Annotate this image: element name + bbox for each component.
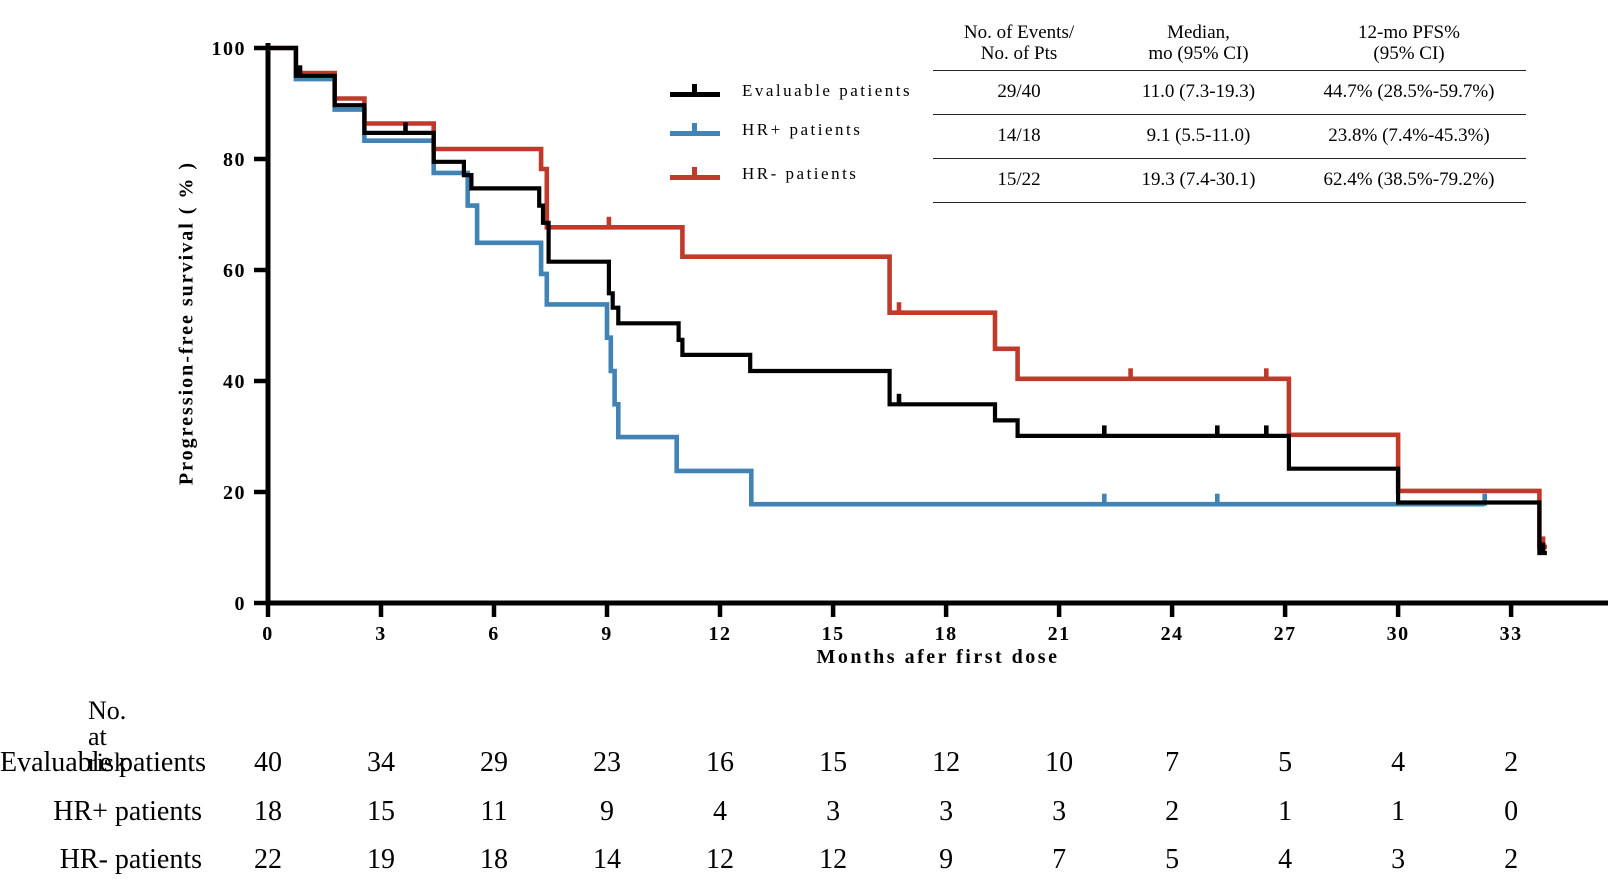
km-curve-1	[268, 45, 1485, 507]
at-risk-value: 3	[826, 796, 841, 827]
at-risk-value: 4	[1391, 747, 1406, 778]
y-axis-title: Progression-free survival ( % )	[175, 160, 198, 486]
stats-table-grid: No. of Events/ No. of Pts Median, mo (95%…	[933, 22, 1526, 203]
x-tick-label: 21	[1048, 623, 1071, 645]
at-risk-value: 1	[1391, 796, 1406, 827]
at-risk-row-label: HR+ patients	[53, 796, 202, 827]
stats-cell: 14/18	[933, 114, 1105, 159]
at-risk-value: 23	[593, 747, 621, 778]
at-risk-value: 29	[480, 747, 508, 778]
stats-table: No. of Events/ No. of Pts Median, mo (95%…	[933, 22, 1526, 203]
x-tick-label: 3	[375, 623, 387, 645]
at-risk-value: 7	[1165, 747, 1180, 778]
at-risk-value: 3	[939, 796, 954, 827]
km-curve-0	[268, 45, 1547, 556]
stats-header: 12-mo PFS% (95% CI)	[1292, 22, 1526, 71]
y-tick-label: 80	[223, 149, 246, 171]
at-risk-value: 10	[1045, 747, 1074, 778]
at-risk-value: 18	[480, 844, 508, 875]
stats-cell: 29/40	[933, 70, 1105, 115]
at-risk-value: 12	[932, 747, 961, 778]
at-risk-value: 3	[1052, 796, 1067, 827]
at-risk-value: 5	[1278, 747, 1293, 778]
at-risk-value: 19	[367, 844, 395, 875]
stats-cell: 11.0 (7.3-19.3)	[1105, 70, 1292, 115]
y-tick-label: 40	[223, 371, 246, 393]
y-tick-label: 0	[235, 593, 247, 615]
at-risk-value: 15	[819, 747, 848, 778]
x-axis-title: Months afer first dose	[816, 646, 1060, 668]
at-risk-value: 5	[1165, 844, 1180, 875]
legend-label: HR+ patients	[742, 120, 863, 139]
at-risk-value: 2	[1504, 747, 1519, 778]
x-tick-label: 27	[1274, 623, 1297, 645]
stats-cell: 23.8% (7.4%-45.3%)	[1292, 114, 1526, 159]
x-tick-label: 0	[262, 623, 274, 645]
legend-item: HR+ patients	[670, 120, 862, 140]
at-risk-value: 1	[1278, 796, 1293, 827]
legend-item: Evaluable patients	[670, 81, 912, 101]
at-risk-value: 9	[939, 844, 954, 875]
x-tick-label: 15	[822, 623, 845, 645]
at-risk-value: 22	[254, 844, 282, 875]
at-risk-value: 40	[254, 747, 282, 778]
at-risk-row-label: Evaluable patients	[0, 747, 207, 778]
at-risk-value: 4	[1278, 844, 1293, 875]
at-risk-title: No. at risk	[88, 696, 127, 777]
x-tick-label: 9	[601, 623, 613, 645]
legend-swatch-line	[670, 82, 720, 100]
stats-header: No. of Events/ No. of Pts	[933, 22, 1105, 71]
y-tick-label: 60	[223, 260, 246, 282]
at-risk-value: 14	[593, 844, 621, 875]
at-risk-value: 2	[1165, 796, 1180, 827]
x-tick-label: 24	[1161, 623, 1184, 645]
stats-header: Median, mo (95% CI)	[1105, 22, 1292, 71]
stats-row: 15/22 19.3 (7.4-30.1) 62.4% (38.5%-79.2%)	[933, 158, 1526, 203]
x-tick-label: 6	[488, 623, 500, 645]
stats-cell: 19.3 (7.4-30.1)	[1105, 158, 1292, 203]
km-curve-2	[268, 45, 1547, 550]
at-risk-value: 16	[706, 747, 734, 778]
y-tick-label: 20	[223, 482, 246, 504]
at-risk-value: 4	[713, 796, 727, 827]
legend-item: HR- patients	[670, 164, 858, 184]
x-tick-label: 18	[935, 623, 958, 645]
x-tick-label: 30	[1387, 623, 1410, 645]
x-tick-label: 12	[709, 623, 732, 645]
stats-cell: 62.4% (38.5%-79.2%)	[1292, 158, 1526, 203]
at-risk-value: 12	[706, 844, 734, 875]
stats-cell: 44.7% (28.5%-59.7%)	[1292, 70, 1526, 115]
at-risk-row-label: HR- patients	[59, 844, 202, 875]
at-risk-value: 2	[1504, 844, 1519, 875]
at-risk-value: 9	[600, 796, 614, 827]
y-tick-label: 100	[212, 38, 247, 60]
at-risk-value: 0	[1504, 796, 1519, 827]
legend-label: Evaluable patients	[742, 81, 913, 100]
legend-swatch-line	[670, 121, 720, 139]
at-risk-value: 34	[367, 747, 395, 778]
at-risk-value: 11	[480, 796, 508, 827]
at-risk-value: 15	[367, 796, 395, 827]
at-risk-value: 3	[1391, 844, 1406, 875]
legend-label: HR- patients	[742, 164, 859, 183]
at-risk-value: 18	[254, 796, 282, 827]
at-risk-value: 12	[819, 844, 848, 875]
at-risk-value: 7	[1052, 844, 1067, 875]
stats-cell: 15/22	[933, 158, 1105, 203]
legend-swatch-line	[670, 165, 720, 183]
stats-row: 14/18 9.1 (5.5-11.0) 23.8% (7.4%-45.3%)	[933, 114, 1526, 159]
stats-cell: 9.1 (5.5-11.0)	[1105, 114, 1292, 159]
x-tick-label: 33	[1500, 623, 1523, 645]
stats-row: 29/40 11.0 (7.3-19.3) 44.7% (28.5%-59.7%)	[933, 70, 1526, 115]
